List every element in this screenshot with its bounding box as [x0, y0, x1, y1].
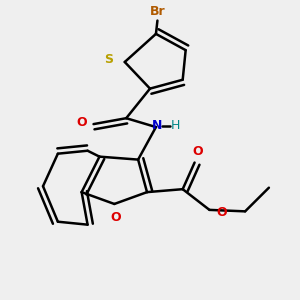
Text: O: O: [76, 116, 87, 129]
Text: H: H: [171, 119, 180, 132]
Text: O: O: [216, 206, 226, 219]
Text: O: O: [192, 145, 203, 158]
Text: N: N: [152, 119, 163, 132]
Text: S: S: [104, 52, 113, 65]
Text: O: O: [110, 211, 121, 224]
Text: Br: Br: [150, 4, 165, 18]
